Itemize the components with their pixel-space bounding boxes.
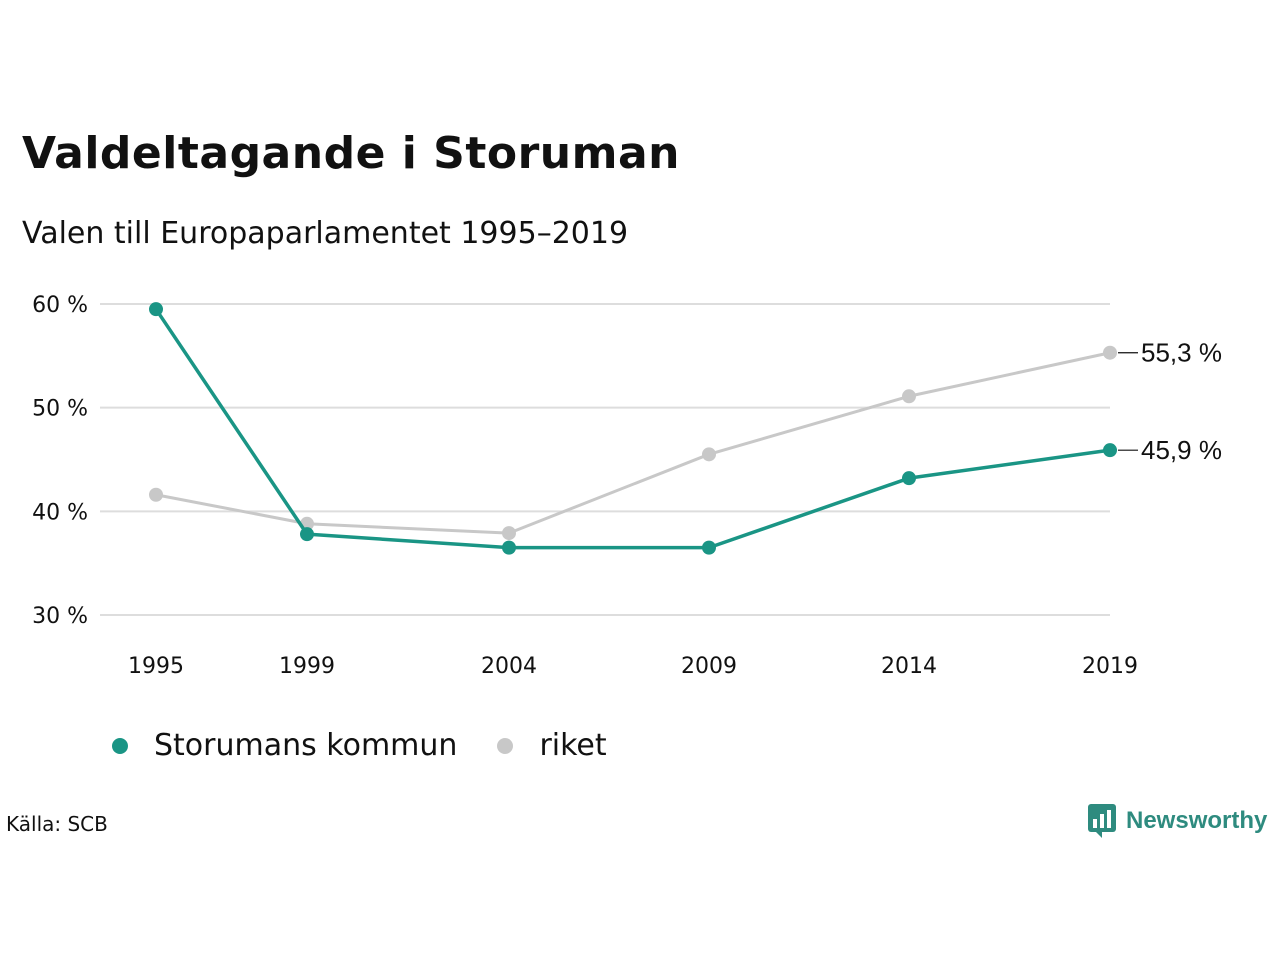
series-line-riket	[155, 351, 1111, 535]
series-line-storuman	[154, 308, 1111, 550]
chart-subtitle: Valen till Europaparlamentet 1995–2019	[22, 216, 629, 251]
data-point-storuman[interactable]	[902, 471, 916, 486]
x-tick-label: 2009	[681, 654, 737, 679]
data-point-riket[interactable]	[149, 487, 163, 502]
y-tick-label: 50 %	[32, 397, 88, 422]
legend-item-riket[interactable]: riket	[497, 728, 607, 763]
brand-logo[interactable]: Newsworthy	[1088, 804, 1267, 838]
source-note: Källa: SCB	[6, 812, 108, 836]
legend-label-riket: riket	[539, 728, 607, 763]
data-point-riket[interactable]	[702, 447, 716, 462]
x-tick-label: 2004	[481, 654, 537, 679]
legend-item-storuman[interactable]: Storumans kommun	[112, 728, 457, 763]
end-label-riket: 55,3 %	[1141, 338, 1222, 368]
brand-name: Newsworthy	[1126, 807, 1268, 834]
y-tick-label: 60 %	[32, 293, 88, 318]
x-tick-label: 1999	[279, 654, 335, 679]
y-tick-label: 30 %	[32, 604, 88, 629]
data-point-storuman[interactable]	[300, 527, 314, 542]
x-tick-label: 2014	[881, 654, 937, 679]
data-point-storuman[interactable]	[702, 540, 716, 555]
legend: Storumans kommun riket	[112, 728, 647, 763]
legend-marker-storuman	[112, 737, 128, 754]
legend-label-storuman: Storumans kommun	[154, 728, 458, 763]
data-point-riket[interactable]	[1103, 345, 1117, 360]
legend-marker-riket	[497, 737, 514, 754]
data-point-riket[interactable]	[902, 389, 916, 404]
data-point-storuman[interactable]	[149, 302, 163, 317]
chart-title: Valdeltagande i Storuman	[22, 128, 680, 179]
newsworthy-logo-icon	[1088, 804, 1116, 838]
data-point-storuman[interactable]	[502, 540, 516, 555]
x-tick-label: 1995	[128, 654, 184, 679]
y-tick-label: 40 %	[32, 500, 88, 525]
data-point-storuman[interactable]	[1103, 443, 1117, 458]
x-tick-label: 2019	[1082, 654, 1138, 679]
data-point-riket[interactable]	[502, 526, 516, 541]
end-label-storuman: 45,9 %	[1141, 435, 1222, 465]
